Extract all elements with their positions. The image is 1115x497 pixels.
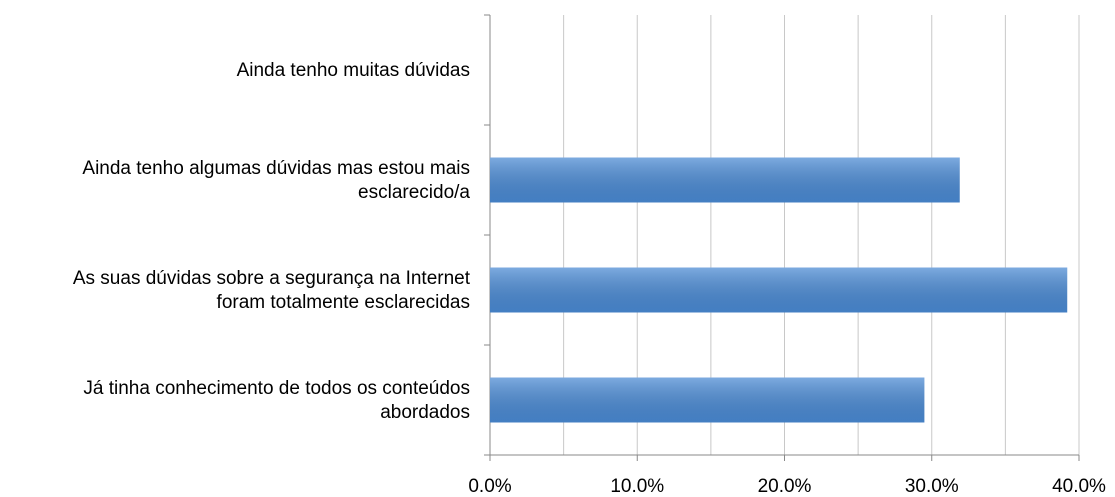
x-tick-label: 30.0% — [905, 476, 959, 497]
y-tick-label: Já tinha conhecimento de todos os conteú… — [83, 378, 470, 423]
label-line: Ainda tenho muitas dúvidas — [237, 60, 470, 81]
y-tick-label: Ainda tenho muitas dúvidas — [237, 60, 470, 81]
x-tick-label: 40.0% — [1052, 476, 1106, 497]
bar — [490, 377, 925, 423]
label-line: foram totalmente esclarecidas — [217, 292, 470, 313]
bar — [490, 267, 1068, 313]
bar — [490, 157, 960, 203]
label-line: As suas dúvidas sobre a segurança na Int… — [73, 268, 471, 289]
x-tick-label: 20.0% — [758, 476, 812, 497]
label-line: esclarecido/a — [358, 182, 470, 203]
x-tick-label: 0.0% — [468, 476, 511, 497]
label-line: abordados — [380, 402, 470, 423]
y-tick-label: Ainda tenho algumas dúvidas mas estou ma… — [82, 158, 470, 203]
y-tick-label: As suas dúvidas sobre a segurança na Int… — [73, 268, 471, 313]
label-line: Ainda tenho algumas dúvidas mas estou ma… — [82, 158, 470, 179]
x-tick-label: 10.0% — [610, 476, 664, 497]
label-line: Já tinha conhecimento de todos os conteú… — [83, 378, 470, 399]
